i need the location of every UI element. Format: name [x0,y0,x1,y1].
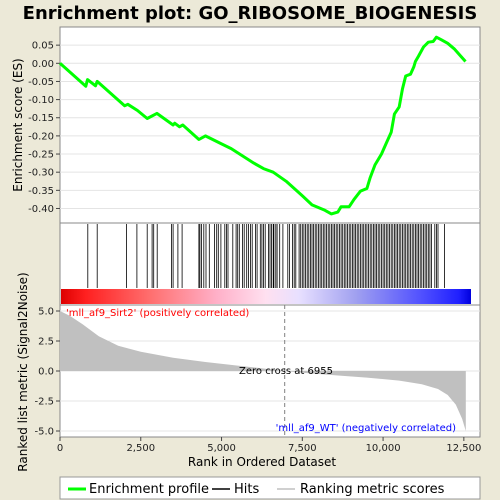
metric-panel: 5.0 2.5 0.0 -2.5 -5.0 0 2,500 5,000 7,500 10,000… [16,272,481,471]
es-gridlines [60,44,480,209]
chart-title: Enrichment plot: GO_RIBOSOME_BIOGENESIS [23,3,478,24]
ranking-metric-area [60,311,466,431]
x-tick-label: 5,000 [207,443,236,454]
enrichment-profile-line [59,35,467,216]
hit-lines [87,224,445,288]
x-tick-label: 2,500 [126,443,155,454]
es-y-tick-label: -0.40 [28,204,54,215]
metric-y-axis-label: Ranked list metric (Signal2Noise) [16,272,30,471]
es-y-tick-label: -0.30 [28,168,54,179]
es-y-tick-label: -0.35 [28,186,54,197]
positive-correlation-label: 'mll_af9_Sirt2' (positively correlated) [66,308,249,319]
metric-x-ticks: 0 2,500 5,000 7,500 10,000 12,500 [57,437,481,454]
legend-box [59,476,481,500]
ranking-color-bar [61,289,471,304]
metric-y-tick-label: -5.0 [34,427,54,438]
legend-label-ranking-metric: Ranking metric scores [300,482,445,497]
es-y-tick-label: -0.25 [28,150,54,161]
es-y-tick-label: 0.05 [32,41,54,52]
metric-y-tick-label: 0.0 [38,367,54,378]
metric-y-tick-label: 2.5 [38,337,54,348]
x-tick-label: 12,500 [446,443,481,454]
hits-panel [59,222,481,306]
legend-label-enrichment-profile: Enrichment profile [89,482,209,497]
legend-label-hits: Hits [234,482,259,497]
x-tick-label: 7,500 [288,443,317,454]
es-panel: 0.05 0.00 -0.05 -0.10 -0.15 -0.20 -0.25 -0.30 -0… [11,26,481,224]
negative-correlation-label: 'mll_af9_WT' (negatively correlated) [276,423,456,434]
es-y-tick-label: -0.05 [28,77,54,88]
zero-cross-label: Zero cross at 6955 [239,366,333,377]
es-y-tick-label: -0.10 [28,95,54,106]
x-tick-label: 0 [57,443,63,454]
es-y-tick-label: -0.15 [28,113,54,124]
es-y-axis-label: Enrichment score (ES) [11,58,25,191]
metric-y-tick-label: -2.5 [34,397,54,408]
es-y-tick-label: 0.00 [32,59,54,70]
x-tick-label: 10,000 [366,443,401,454]
x-axis-label: Rank in Ordered Dataset [188,455,336,469]
es-y-tick-label: -0.20 [28,131,54,142]
metric-y-ticks: 5.0 2.5 0.0 -2.5 -5.0 [34,307,60,438]
legend: Enrichment profile Hits Ranking metric s… [59,476,481,500]
es-y-ticks: 0.05 0.00 -0.05 -0.10 -0.15 -0.20 -0.25 -0.30 -0… [28,41,60,215]
metric-y-tick-label: 5.0 [38,307,54,318]
